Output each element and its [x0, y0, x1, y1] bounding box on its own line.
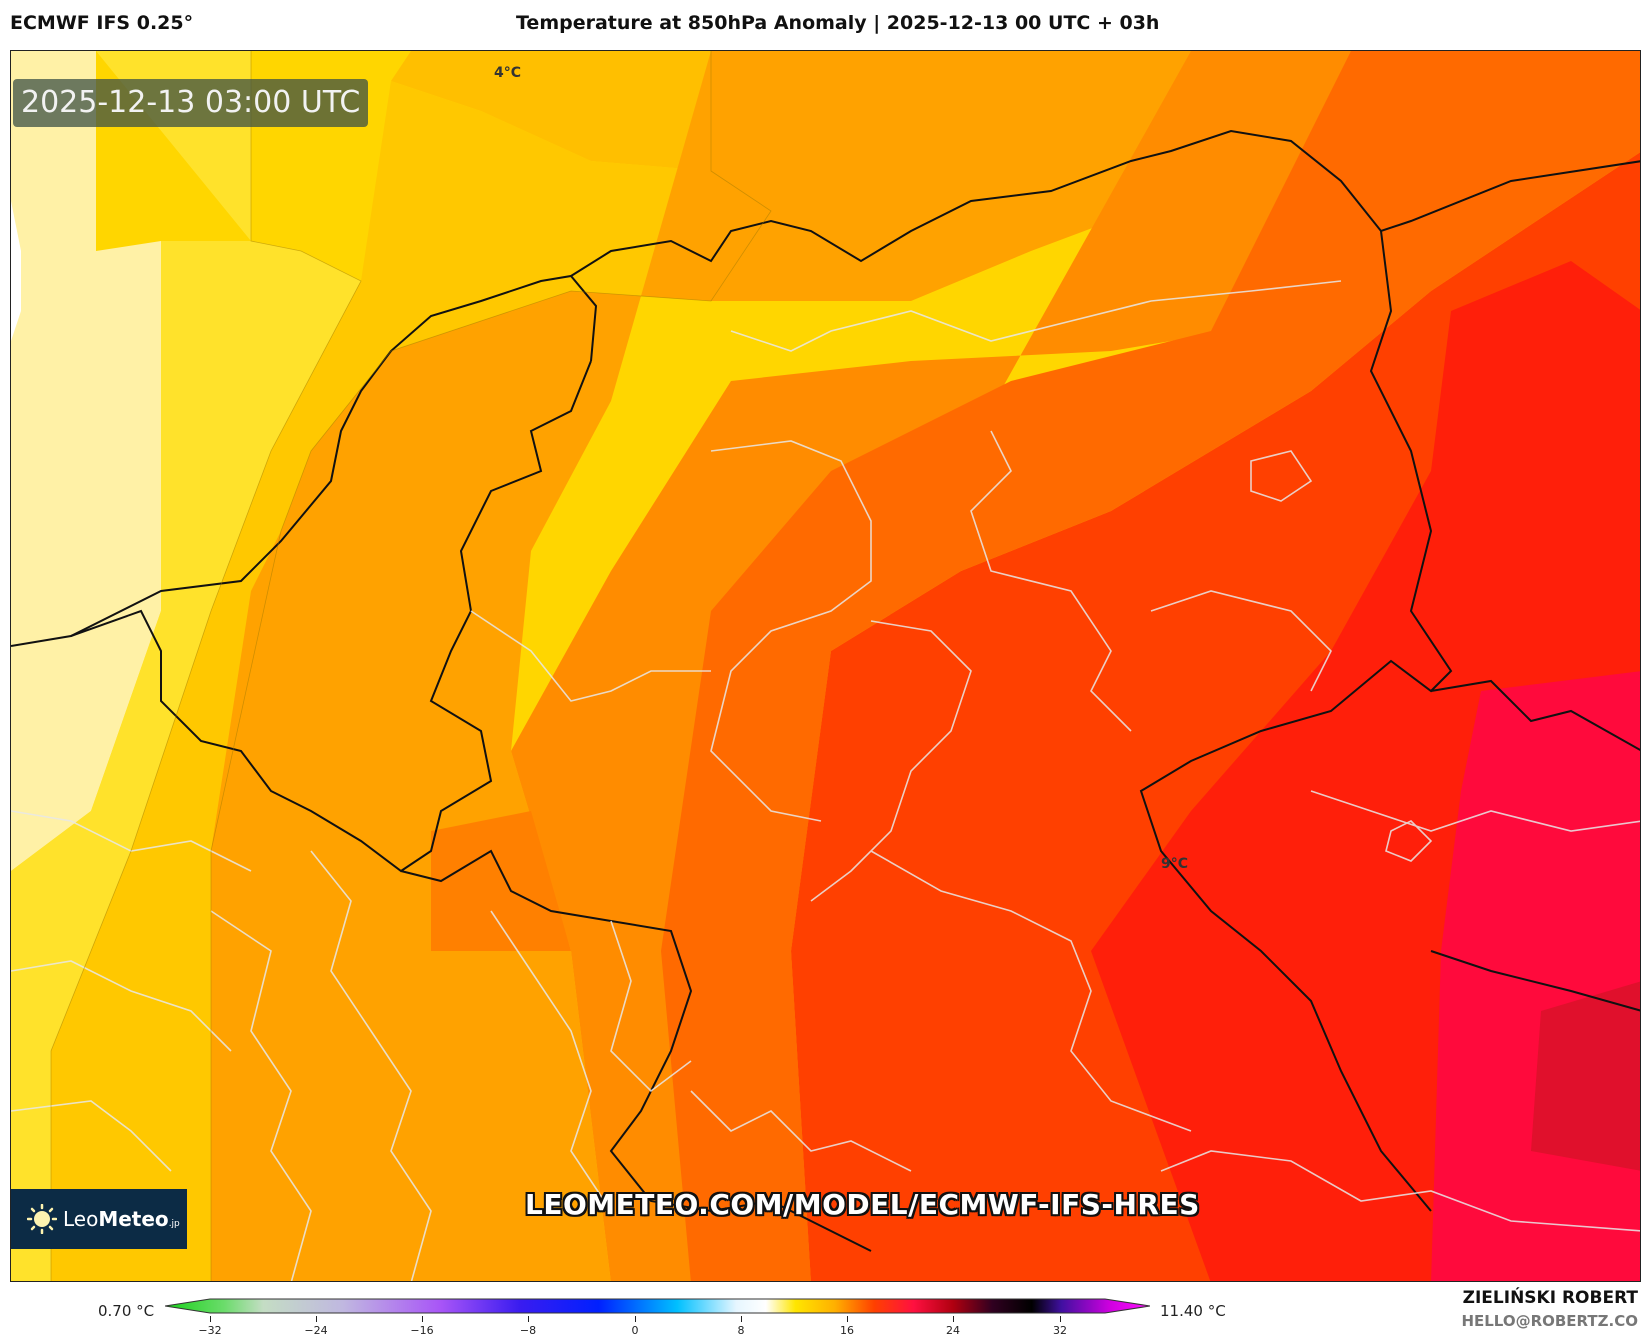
model-title: ECMWF IFS 0.25°: [10, 12, 194, 34]
colorbar-tick: 0: [631, 1324, 639, 1337]
leometeo-logo: LeoMeteo.jp: [11, 1189, 187, 1249]
valid-time-badge: 2025-12-13 03:00 UTC: [13, 79, 369, 127]
colorbar-tick: −32: [198, 1324, 222, 1337]
logo-text: LeoMeteo.jp: [63, 1207, 180, 1231]
colorbar: [164, 1296, 1151, 1316]
colorbar-tick: 16: [840, 1324, 854, 1337]
contour-label-9c: 9°C: [1161, 856, 1189, 872]
colorbar-max-value: 11.40 °C: [1160, 1302, 1226, 1320]
contour-label-4c: 4°C: [494, 65, 522, 81]
website-watermark: LEOMETEO.COM/MODEL/ECMWF-IFS-HRES: [525, 1188, 1200, 1221]
sun-icon: [26, 1203, 58, 1235]
colorbar-tick: −16: [410, 1324, 434, 1337]
author-name: ZIELIŃSKI ROBERT: [1462, 1288, 1638, 1308]
colorbar-tick: 32: [1053, 1324, 1067, 1337]
temperature-field: [11, 51, 1640, 1281]
colorbar-min-value: 0.70 °C: [98, 1302, 155, 1320]
colorbar-tick: −24: [304, 1324, 328, 1337]
colorbar-tick: −8: [519, 1324, 537, 1337]
colorbar-tick: 8: [737, 1324, 745, 1337]
map-panel: 2025-12-13 03:00 UTC 4°C 9°C LeoMeteo.jp: [10, 50, 1641, 1282]
author-email: HELLO@ROBERTZ.CO: [1461, 1312, 1638, 1330]
chart-title: Temperature at 850hPa Anomaly | 2025-12-…: [516, 12, 1160, 34]
colorbar-tick: 24: [946, 1324, 960, 1337]
